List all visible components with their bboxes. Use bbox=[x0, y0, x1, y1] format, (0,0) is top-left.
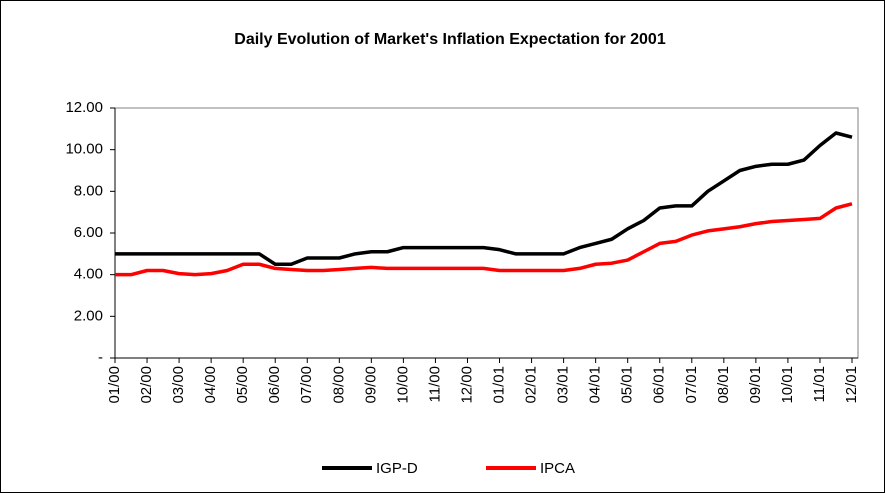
x-tick-label: 01/00 bbox=[106, 366, 123, 404]
y-tick-label: - bbox=[98, 349, 103, 366]
x-tick-label: 07/00 bbox=[298, 366, 315, 404]
x-tick-label: 09/01 bbox=[747, 366, 764, 404]
x-tick-label: 02/01 bbox=[523, 366, 540, 404]
legend-label: IPCA bbox=[540, 460, 575, 477]
x-tick-label: 10/00 bbox=[394, 366, 411, 404]
x-tick-label: 07/01 bbox=[683, 366, 700, 404]
x-tick-label: 05/00 bbox=[234, 366, 251, 404]
x-tick-label: 02/00 bbox=[138, 366, 155, 404]
y-tick-label: 10.00 bbox=[65, 141, 103, 158]
series-line bbox=[115, 202, 853, 277]
x-tick-label: 09/00 bbox=[362, 366, 379, 404]
y-tick-label: 8.00 bbox=[74, 182, 103, 199]
x-tick-label: 08/00 bbox=[330, 366, 347, 404]
x-tick-label: 03/00 bbox=[170, 366, 187, 404]
y-tick-label: 12.00 bbox=[65, 99, 103, 116]
x-tick-label: 08/01 bbox=[715, 366, 732, 404]
x-tick-label: 06/01 bbox=[651, 366, 668, 404]
series-line bbox=[115, 131, 853, 266]
x-tick-label: 12/01 bbox=[843, 366, 860, 404]
legend-label: IGP-D bbox=[376, 460, 418, 477]
x-tick-label: 10/01 bbox=[779, 366, 796, 404]
x-tick-label: 04/01 bbox=[587, 366, 604, 404]
x-tick-label: 12/00 bbox=[458, 366, 475, 404]
y-tick-label: 4.00 bbox=[74, 266, 103, 283]
y-tick-label: 6.00 bbox=[74, 224, 103, 241]
x-tick-label: 11/00 bbox=[426, 366, 443, 402]
x-tick-label: 11/01 bbox=[811, 366, 828, 402]
x-tick-label: 05/01 bbox=[619, 366, 636, 404]
x-tick-label: 01/01 bbox=[490, 366, 507, 404]
x-tick-label: 03/01 bbox=[555, 366, 572, 404]
x-tick-label: 04/00 bbox=[202, 366, 219, 404]
y-tick-label: 2.00 bbox=[74, 307, 103, 324]
x-tick-label: 06/00 bbox=[266, 366, 283, 404]
chart-title: Daily Evolution of Market's Inflation Ex… bbox=[234, 31, 666, 48]
